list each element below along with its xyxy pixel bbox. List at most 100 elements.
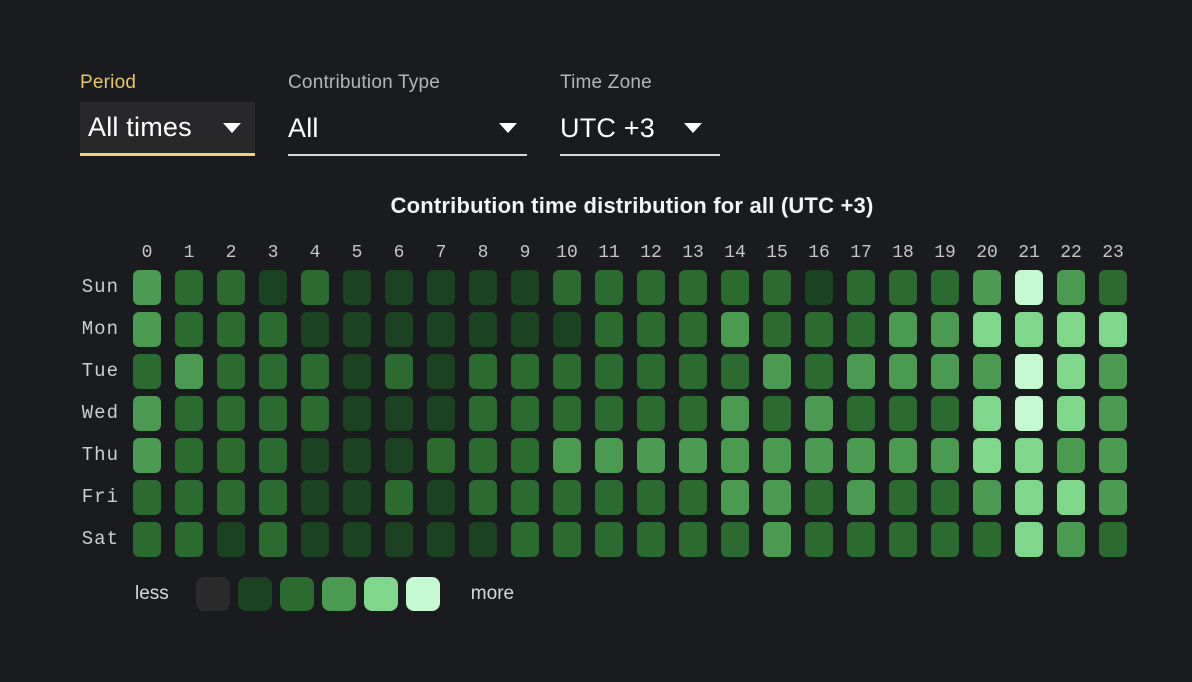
heatmap-cell[interactable]	[1099, 396, 1127, 431]
heatmap-cell[interactable]	[679, 270, 707, 305]
heatmap-cell[interactable]	[889, 354, 917, 389]
heatmap-cell[interactable]	[553, 312, 581, 347]
heatmap-cell[interactable]	[1057, 522, 1085, 557]
heatmap-cell[interactable]	[721, 396, 749, 431]
heatmap-cell[interactable]	[133, 270, 161, 305]
heatmap-cell[interactable]	[175, 354, 203, 389]
heatmap-cell[interactable]	[1057, 270, 1085, 305]
heatmap-cell[interactable]	[889, 312, 917, 347]
heatmap-cell[interactable]	[427, 480, 455, 515]
heatmap-cell[interactable]	[679, 480, 707, 515]
heatmap-cell[interactable]	[133, 354, 161, 389]
heatmap-cell[interactable]	[469, 438, 497, 473]
heatmap-cell[interactable]	[973, 354, 1001, 389]
heatmap-cell[interactable]	[427, 522, 455, 557]
heatmap-cell[interactable]	[217, 312, 245, 347]
heatmap-cell[interactable]	[427, 396, 455, 431]
heatmap-cell[interactable]	[763, 270, 791, 305]
heatmap-cell[interactable]	[553, 396, 581, 431]
heatmap-cell[interactable]	[637, 312, 665, 347]
heatmap-cell[interactable]	[889, 396, 917, 431]
heatmap-cell[interactable]	[805, 312, 833, 347]
heatmap-cell[interactable]	[931, 312, 959, 347]
heatmap-cell[interactable]	[511, 522, 539, 557]
heatmap-cell[interactable]	[847, 396, 875, 431]
heatmap-cell[interactable]	[259, 522, 287, 557]
heatmap-cell[interactable]	[553, 270, 581, 305]
heatmap-cell[interactable]	[259, 354, 287, 389]
heatmap-cell[interactable]	[637, 396, 665, 431]
heatmap-cell[interactable]	[763, 438, 791, 473]
heatmap-cell[interactable]	[1099, 270, 1127, 305]
heatmap-cell[interactable]	[847, 522, 875, 557]
heatmap-cell[interactable]	[175, 522, 203, 557]
heatmap-cell[interactable]	[847, 438, 875, 473]
heatmap-cell[interactable]	[1099, 312, 1127, 347]
heatmap-cell[interactable]	[721, 480, 749, 515]
heatmap-cell[interactable]	[847, 354, 875, 389]
heatmap-cell[interactable]	[301, 354, 329, 389]
heatmap-cell[interactable]	[427, 270, 455, 305]
heatmap-cell[interactable]	[847, 312, 875, 347]
heatmap-cell[interactable]	[595, 354, 623, 389]
heatmap-cell[interactable]	[385, 438, 413, 473]
heatmap-cell[interactable]	[889, 480, 917, 515]
heatmap-cell[interactable]	[175, 438, 203, 473]
heatmap-cell[interactable]	[511, 480, 539, 515]
heatmap-cell[interactable]	[721, 354, 749, 389]
heatmap-cell[interactable]	[721, 438, 749, 473]
heatmap-cell[interactable]	[469, 522, 497, 557]
period-select[interactable]: All times	[80, 102, 255, 156]
heatmap-cell[interactable]	[1057, 396, 1085, 431]
heatmap-cell[interactable]	[259, 312, 287, 347]
heatmap-cell[interactable]	[217, 480, 245, 515]
heatmap-cell[interactable]	[175, 396, 203, 431]
heatmap-cell[interactable]	[343, 522, 371, 557]
heatmap-cell[interactable]	[679, 522, 707, 557]
heatmap-cell[interactable]	[301, 270, 329, 305]
heatmap-cell[interactable]	[931, 480, 959, 515]
heatmap-cell[interactable]	[973, 522, 1001, 557]
heatmap-cell[interactable]	[385, 480, 413, 515]
heatmap-cell[interactable]	[763, 522, 791, 557]
heatmap-cell[interactable]	[385, 354, 413, 389]
heatmap-cell[interactable]	[259, 438, 287, 473]
heatmap-cell[interactable]	[637, 480, 665, 515]
heatmap-cell[interactable]	[343, 396, 371, 431]
heatmap-cell[interactable]	[721, 312, 749, 347]
time-zone-select[interactable]: UTC +3	[560, 102, 720, 156]
heatmap-cell[interactable]	[511, 396, 539, 431]
heatmap-cell[interactable]	[595, 438, 623, 473]
heatmap-cell[interactable]	[1015, 312, 1043, 347]
heatmap-cell[interactable]	[553, 522, 581, 557]
heatmap-cell[interactable]	[469, 270, 497, 305]
heatmap-cell[interactable]	[1057, 480, 1085, 515]
heatmap-cell[interactable]	[931, 354, 959, 389]
heatmap-cell[interactable]	[763, 396, 791, 431]
heatmap-cell[interactable]	[805, 354, 833, 389]
heatmap-cell[interactable]	[1015, 522, 1043, 557]
heatmap-cell[interactable]	[301, 312, 329, 347]
heatmap-cell[interactable]	[469, 354, 497, 389]
heatmap-cell[interactable]	[553, 480, 581, 515]
heatmap-cell[interactable]	[427, 312, 455, 347]
heatmap-cell[interactable]	[217, 522, 245, 557]
heatmap-cell[interactable]	[511, 354, 539, 389]
heatmap-cell[interactable]	[1057, 438, 1085, 473]
heatmap-cell[interactable]	[385, 522, 413, 557]
heatmap-cell[interactable]	[931, 270, 959, 305]
heatmap-cell[interactable]	[595, 270, 623, 305]
heatmap-cell[interactable]	[217, 396, 245, 431]
heatmap-cell[interactable]	[805, 396, 833, 431]
heatmap-cell[interactable]	[973, 396, 1001, 431]
heatmap-cell[interactable]	[217, 354, 245, 389]
heatmap-cell[interactable]	[343, 354, 371, 389]
heatmap-cell[interactable]	[595, 522, 623, 557]
heatmap-cell[interactable]	[511, 438, 539, 473]
heatmap-cell[interactable]	[1099, 438, 1127, 473]
heatmap-cell[interactable]	[217, 270, 245, 305]
heatmap-cell[interactable]	[679, 312, 707, 347]
heatmap-cell[interactable]	[259, 270, 287, 305]
heatmap-cell[interactable]	[679, 354, 707, 389]
heatmap-cell[interactable]	[469, 312, 497, 347]
